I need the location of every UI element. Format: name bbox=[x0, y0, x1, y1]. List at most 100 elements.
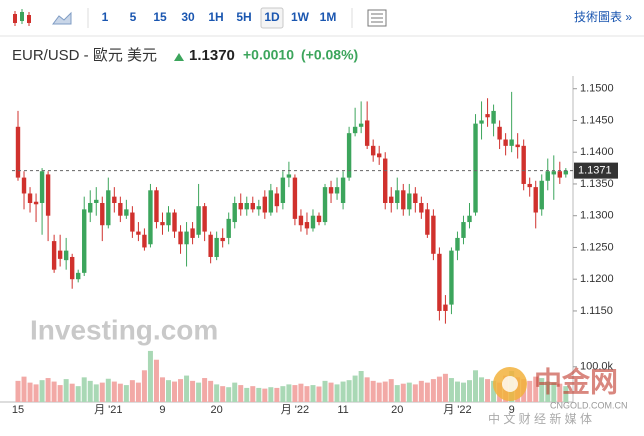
interval-button[interactable]: 30 bbox=[181, 10, 195, 24]
volume-bar bbox=[563, 386, 569, 402]
volume-bar bbox=[527, 380, 533, 402]
candle-body bbox=[479, 120, 484, 124]
candle-body bbox=[497, 126, 502, 140]
volume-bar bbox=[27, 382, 33, 402]
volume-bar bbox=[81, 377, 87, 402]
interval-button[interactable]: 1 bbox=[102, 10, 109, 24]
candle-body bbox=[389, 196, 394, 203]
candle-body bbox=[322, 187, 328, 223]
candle-body bbox=[491, 110, 496, 124]
candle-body bbox=[340, 177, 346, 203]
candle-body bbox=[172, 212, 177, 232]
candle-body bbox=[112, 196, 117, 203]
candle-body bbox=[383, 158, 388, 203]
volume-bar bbox=[75, 386, 81, 402]
candle-body bbox=[437, 253, 442, 311]
candle-body bbox=[244, 203, 249, 210]
candle-body bbox=[274, 193, 280, 207]
candle-body bbox=[515, 144, 520, 148]
x-tick-label: 月 '22 bbox=[281, 404, 309, 416]
candle-body bbox=[256, 206, 261, 210]
price-change-pct: (+0.08%) bbox=[301, 47, 358, 63]
logo-name: 中金网 bbox=[534, 365, 618, 397]
candle-body bbox=[503, 139, 508, 146]
candle-body bbox=[220, 237, 225, 242]
last-price-tag bbox=[574, 162, 618, 179]
volume-bar bbox=[310, 385, 316, 402]
volume-bar bbox=[244, 387, 250, 402]
candle-body bbox=[533, 187, 538, 213]
volume-bar bbox=[533, 376, 539, 402]
candle-body bbox=[124, 209, 129, 216]
volume-bar bbox=[202, 378, 208, 402]
volume-bar bbox=[358, 371, 364, 402]
volume-bar bbox=[250, 386, 256, 402]
volume-bar bbox=[292, 385, 298, 402]
x-tick-label: 月 '21 bbox=[94, 404, 122, 416]
interval-button[interactable]: 15 bbox=[153, 10, 167, 24]
x-tick-label: 月 '22 bbox=[443, 404, 471, 416]
candle-body bbox=[69, 256, 75, 280]
candle-body bbox=[130, 212, 135, 232]
candle-body bbox=[563, 170, 569, 175]
interval-button[interactable]: 1D bbox=[264, 10, 280, 24]
candle-body bbox=[15, 126, 21, 178]
candle-body bbox=[316, 215, 322, 223]
candle-body bbox=[334, 187, 340, 194]
logo-slogan: 中 文 财 经 新 媒 体 bbox=[488, 411, 592, 426]
volume-bar bbox=[208, 380, 214, 402]
interval-button[interactable]: 5H bbox=[236, 10, 251, 24]
candle-body bbox=[154, 190, 159, 223]
candle-body bbox=[166, 212, 171, 226]
volume-bar bbox=[220, 386, 226, 402]
candle-body bbox=[63, 250, 69, 261]
candle-body bbox=[118, 203, 123, 216]
candle-body bbox=[328, 187, 334, 194]
logo: 中金网 CNGOLD.COM.CN 中 文 财 经 新 媒 体 bbox=[488, 365, 628, 426]
interval-button[interactable]: 5 bbox=[130, 10, 137, 24]
volume-bar bbox=[316, 386, 322, 402]
volume-bar bbox=[141, 370, 147, 402]
candle-body bbox=[21, 177, 27, 194]
candle-body bbox=[358, 123, 364, 127]
interval-button[interactable]: 1H bbox=[208, 10, 223, 24]
volume-bar bbox=[412, 384, 418, 402]
volume-bar bbox=[214, 384, 220, 402]
volume-bar bbox=[448, 378, 454, 402]
candle-body bbox=[184, 231, 189, 245]
watermark: Investing.com bbox=[30, 314, 218, 345]
candle-body bbox=[148, 190, 153, 245]
candle-body bbox=[352, 126, 358, 134]
candle-body bbox=[485, 114, 490, 118]
candle-body bbox=[232, 203, 237, 223]
volume-bar bbox=[406, 382, 412, 402]
volume-bar bbox=[388, 379, 394, 402]
x-tick-label: 20 bbox=[391, 404, 403, 416]
volume-bar bbox=[274, 387, 280, 402]
interval-button[interactable]: 1M bbox=[320, 10, 337, 24]
candle-body bbox=[370, 145, 376, 156]
candle-body bbox=[461, 222, 466, 238]
candle-body bbox=[106, 190, 111, 226]
candle-body bbox=[551, 171, 556, 175]
candle-icon[interactable] bbox=[13, 9, 31, 26]
candle-body bbox=[449, 250, 454, 305]
instrument-title: EUR/USD - 歐元 美元 bbox=[12, 47, 157, 64]
volume-bar bbox=[21, 376, 27, 402]
volume-bar bbox=[442, 373, 448, 402]
volume-bar bbox=[460, 382, 466, 402]
candle-body bbox=[557, 171, 562, 178]
candle-body bbox=[431, 215, 436, 254]
volume-bar bbox=[424, 382, 430, 402]
area-icon[interactable] bbox=[52, 11, 72, 25]
interval-button[interactable]: 1W bbox=[291, 10, 310, 24]
tech-chart-link[interactable]: 技術圖表 » bbox=[574, 10, 632, 24]
candle-body bbox=[364, 120, 370, 146]
volume-bar bbox=[135, 382, 141, 402]
volume-bar bbox=[436, 376, 442, 402]
table-icon[interactable] bbox=[367, 9, 387, 27]
volume-bar bbox=[45, 378, 51, 402]
volume-bar bbox=[473, 370, 479, 402]
volume-bar bbox=[184, 375, 190, 402]
